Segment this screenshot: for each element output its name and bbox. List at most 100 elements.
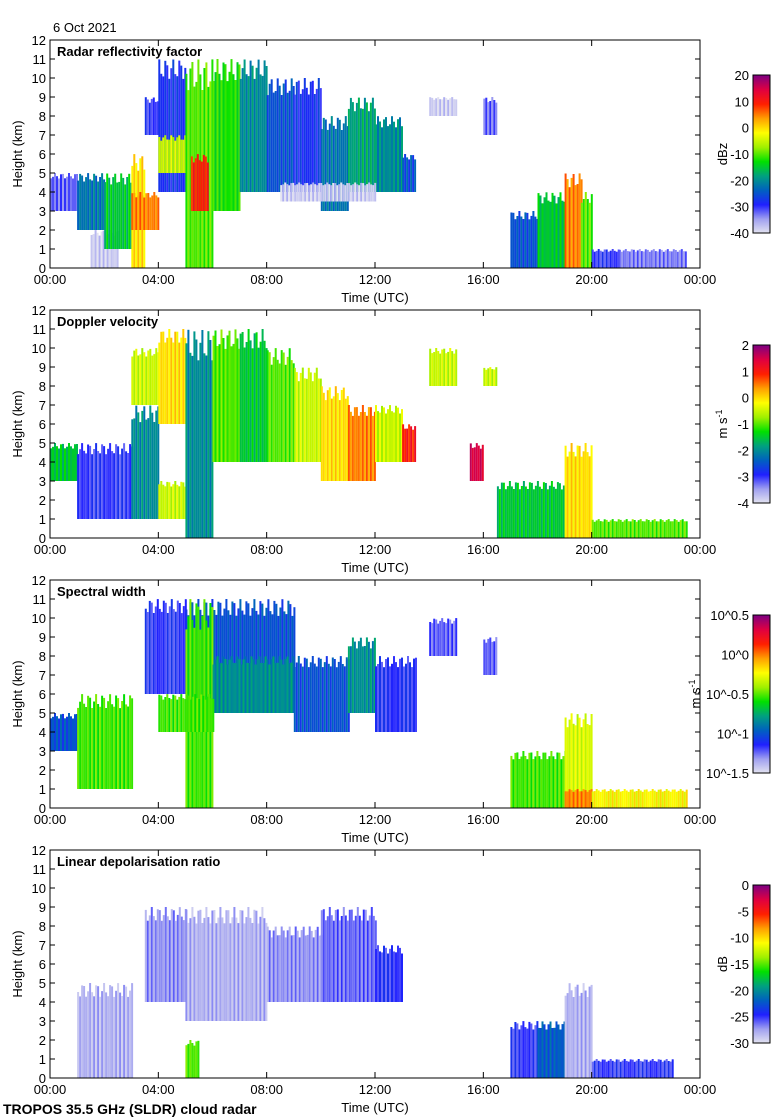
- colorbar-step: [753, 766, 770, 768]
- colorbar-step: [753, 476, 770, 478]
- data-stripe: [261, 75, 264, 192]
- data-stripe: [559, 192, 562, 268]
- data-stripe: [336, 117, 339, 211]
- colorbar-step: [753, 887, 770, 889]
- colorbar-step: [753, 200, 770, 202]
- data-stripe: [485, 642, 488, 675]
- data-stripe: [109, 985, 112, 1078]
- data-stripe: [119, 992, 122, 1078]
- colorbar-step: [753, 1016, 770, 1018]
- colorbar-step: [753, 962, 770, 964]
- data-cell: [429, 618, 458, 656]
- colorbar-step: [753, 971, 770, 973]
- colorbar-step: [753, 82, 770, 84]
- colorbar-tick-label: -2: [737, 443, 749, 458]
- data-stripe: [216, 656, 219, 713]
- data-stripe: [157, 406, 160, 519]
- data-stripe: [431, 623, 434, 656]
- x-tick-label: 08:00: [250, 542, 283, 557]
- data-stripe: [103, 179, 106, 230]
- data-stripe: [166, 613, 169, 694]
- colorbar-step: [753, 743, 770, 745]
- colorbar-step: [753, 745, 770, 747]
- data-stripe: [375, 405, 377, 462]
- colorbar-step: [753, 771, 770, 773]
- data-stripe: [270, 79, 273, 192]
- colorbar-step: [753, 385, 770, 387]
- colorbar-step: [753, 458, 770, 460]
- data-cell: [280, 182, 377, 202]
- colorbar-step: [753, 651, 770, 653]
- colorbar-step: [753, 419, 770, 421]
- colorbar-step: [753, 136, 770, 138]
- data-stripe: [230, 59, 233, 211]
- data-stripe: [81, 694, 84, 789]
- colorbar-step: [753, 742, 770, 744]
- colorbar-step: [753, 131, 770, 133]
- colorbar-step: [753, 208, 770, 210]
- data-stripe: [304, 183, 307, 202]
- colorbar-step: [753, 641, 770, 643]
- data-cell: [158, 135, 187, 173]
- data-stripe: [540, 759, 543, 808]
- data-stripe: [191, 907, 194, 1021]
- data-stripe: [584, 443, 587, 538]
- data-stripe: [308, 926, 311, 1002]
- colorbar-step: [753, 185, 770, 187]
- colorbar-step: [753, 429, 770, 431]
- data-stripe: [62, 713, 64, 751]
- data-stripe: [591, 249, 594, 268]
- data-stripe: [437, 97, 440, 116]
- data-stripe: [325, 656, 328, 732]
- colorbar-step: [753, 1036, 770, 1038]
- panel-title: Radar reflectivity factor: [57, 44, 202, 59]
- colorbar-step: [753, 170, 770, 172]
- data-stripe: [64, 178, 66, 211]
- data-stripe: [196, 698, 199, 732]
- data-stripe: [603, 789, 606, 808]
- data-stripe: [435, 348, 438, 386]
- data-stripe: [284, 182, 287, 202]
- data-cell: [375, 116, 403, 192]
- colorbar-step: [753, 209, 770, 211]
- data-stripe: [208, 694, 211, 732]
- data-stripe: [570, 790, 573, 808]
- data-stripe: [253, 599, 256, 713]
- colorbar-step: [753, 973, 770, 975]
- data-stripe: [97, 451, 100, 519]
- colorbar-step: [753, 168, 770, 170]
- data-stripe: [266, 95, 269, 192]
- data-stripe: [139, 192, 142, 230]
- data-stripe: [193, 1045, 196, 1078]
- colorbar-step: [753, 668, 770, 670]
- data-stripe: [276, 359, 279, 462]
- data-stripe: [166, 139, 169, 173]
- data-stripe: [601, 1059, 604, 1078]
- data-stripe: [302, 185, 305, 202]
- data-stripe: [673, 789, 676, 808]
- y-tick-label: 6: [39, 147, 46, 162]
- colorbar-step: [753, 81, 770, 83]
- data-stripe: [350, 185, 353, 202]
- data-stripe: [215, 923, 218, 1021]
- data-stripe: [541, 1021, 544, 1078]
- colorbar-step: [753, 897, 770, 899]
- data-stripe: [292, 86, 295, 192]
- colorbar-step: [753, 1037, 770, 1039]
- colorbar-step: [753, 226, 770, 228]
- colorbar-step: [753, 104, 770, 106]
- data-stripe: [139, 354, 142, 405]
- data-stripe: [447, 99, 450, 116]
- data-stripe: [412, 429, 415, 462]
- data-stripe: [111, 704, 114, 789]
- data-stripe: [133, 418, 136, 519]
- colorbar-step: [753, 926, 770, 928]
- data-cell: [375, 656, 417, 732]
- data-stripe: [85, 707, 88, 789]
- data-stripe: [548, 485, 551, 538]
- data-stripe: [566, 727, 569, 808]
- data-stripe: [617, 519, 620, 538]
- colorbar-step: [753, 354, 770, 356]
- data-stripe: [87, 173, 90, 230]
